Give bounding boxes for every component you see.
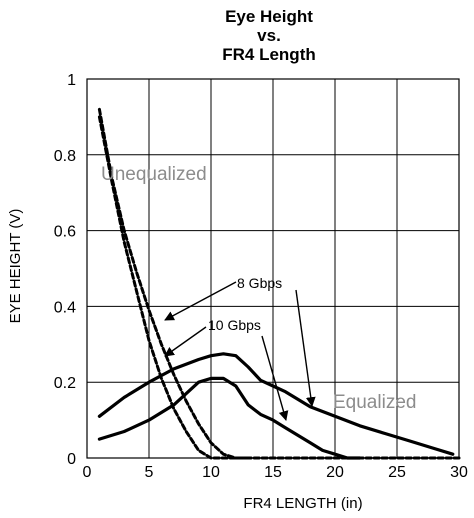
annotation-equalized: Equalized (333, 392, 416, 413)
x-tick-label: 30 (450, 464, 468, 481)
annotation-8gbps: 8 Gbps (237, 275, 282, 291)
annotation-arrows (164, 281, 316, 421)
x-tick-label: 20 (326, 464, 344, 481)
chart-title-line-3: FR4 Length (222, 45, 316, 64)
chart-title-line-1: Eye Height (225, 7, 313, 26)
y-tick-layer: 0 0.2 0.4 0.6 0.8 1 (54, 72, 76, 468)
series-line-unequalized-10-gbps (97, 115, 461, 460)
y-tick-label: 0.6 (54, 224, 76, 241)
y-tick-label: 1 (67, 72, 76, 89)
y-tick-label: 0.8 (54, 148, 76, 165)
x-tick-label: 0 (83, 464, 92, 481)
y-tick-label: 0 (67, 451, 76, 468)
chart-title-line-2: vs. (257, 26, 281, 45)
grid-layer (86, 78, 460, 459)
x-tick-label: 15 (264, 464, 282, 481)
x-axis-label: FR4 LENGTH (in) (243, 495, 362, 512)
y-axis-label: EYE HEIGHT (V) (7, 209, 24, 324)
series-line-equalized-10-gbps (97, 376, 362, 460)
x-tick-layer: 0 5 10 15 20 25 30 (83, 464, 468, 481)
annotation-10gbps: 10 Gbps (208, 317, 261, 333)
annotation-unequalized: Unequalized (101, 164, 207, 185)
arrow-8gbps-to-equalized (295, 289, 316, 407)
series-line-equalized-8-gbps (97, 352, 455, 456)
x-tick-label: 25 (388, 464, 406, 481)
y-tick-label: 0.2 (54, 375, 76, 392)
arrow-10gbps-to-equalized (261, 335, 289, 421)
series-layer (97, 107, 461, 460)
arrow-8gbps-to-unequalized (164, 281, 237, 321)
series-line-unequalized-8-gbps (97, 107, 250, 460)
x-tick-label: 5 (145, 464, 154, 481)
y-tick-label: 0.4 (54, 299, 76, 316)
x-tick-label: 10 (202, 464, 220, 481)
arrow-10gbps-to-unequalized (164, 326, 207, 357)
